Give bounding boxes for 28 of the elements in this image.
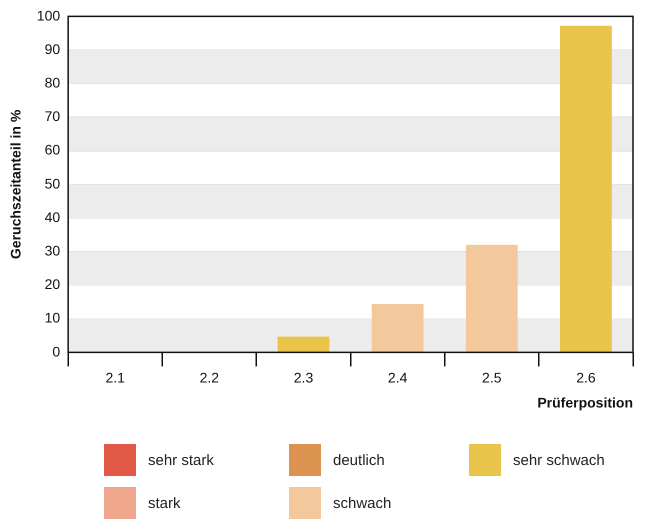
legend-label: schwach (333, 494, 392, 512)
bar (278, 336, 330, 352)
bar (466, 244, 518, 352)
x-axis-title: Prüferposition (537, 394, 633, 410)
legend-label: sehr schwach (513, 452, 605, 468)
x-tick-label: 2.4 (388, 370, 408, 386)
y-tick-label: 30 (44, 242, 60, 258)
y-tick-label: 50 (44, 175, 60, 192)
y-axis-title: Geruchszeitanteil in % (7, 109, 24, 260)
y-tick-label: 70 (44, 108, 60, 124)
y-tick-label: 80 (44, 74, 60, 90)
x-tick-label: 2.6 (576, 370, 596, 386)
y-tick-label: 100 (36, 7, 60, 24)
bar (372, 304, 424, 352)
legend-label: deutlich (333, 452, 385, 468)
y-tick-label: 60 (44, 142, 60, 158)
y-tick-label: 40 (44, 208, 60, 225)
y-tick-label: 10 (44, 310, 60, 326)
y-tick-label: 20 (44, 276, 60, 292)
bar (560, 26, 612, 352)
y-tick-label: 90 (44, 40, 60, 57)
legend-label: sehr stark (148, 452, 214, 468)
x-tick-label: 2.3 (294, 370, 314, 386)
x-tick-label: 2.2 (200, 370, 220, 386)
x-tick-label: 2.1 (105, 370, 126, 386)
x-tick-label: 2.5 (482, 370, 502, 386)
y-tick-label: 0 (52, 343, 60, 360)
legend-label: stark (148, 494, 181, 512)
